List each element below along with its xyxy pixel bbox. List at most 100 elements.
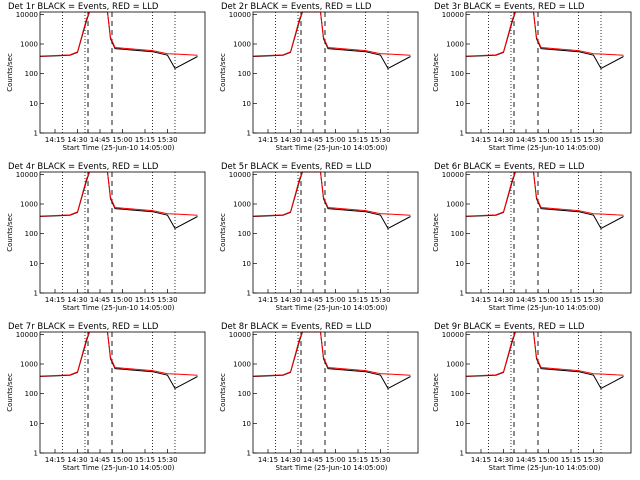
x-tick-label: 15:30 [370, 296, 390, 304]
y-axis-label: Counts/sec [6, 373, 14, 412]
x-tick-label: 15:00 [325, 136, 345, 144]
series-events-line [252, 171, 411, 230]
y-tick-label: 10 [29, 260, 38, 268]
series-events-line [465, 331, 624, 390]
y-tick-label: 10000 [442, 171, 464, 179]
y-tick-label: 1000 [233, 41, 251, 49]
x-tick-label: 15:15 [348, 456, 368, 464]
plot-frame [252, 331, 419, 454]
y-axis-label: Counts/sec [432, 373, 440, 412]
y-tick-label: 10000 [442, 11, 464, 19]
y-tick-label: 10000 [16, 171, 38, 179]
y-tick-label: 100 [238, 390, 251, 398]
x-tick-label: 15:00 [112, 136, 132, 144]
y-tick-label: 100 [238, 230, 251, 238]
plot-frame [252, 171, 419, 294]
y-axis-label: Counts/sec [6, 213, 14, 252]
x-axis-label: Start Time (25-Jun-10 14:05:00) [276, 464, 388, 472]
plot-frame [39, 11, 206, 134]
plot-frame [465, 331, 632, 454]
x-tick-label: 14:15 [471, 136, 491, 144]
series-lld-line [39, 331, 198, 377]
chart-panel: Det 9r BLACK = Events, RED = LLD 1 10 100 10… [426, 320, 639, 480]
x-axis-label: Start Time (25-Jun-10 14:05:00) [63, 144, 175, 152]
x-tick-label: 14:30 [67, 296, 87, 304]
y-tick-label: 10000 [16, 11, 38, 19]
series-events-line [252, 11, 411, 70]
chart-panel: Det 4r BLACK = Events, RED = LLD 1 10 100 10… [0, 160, 213, 320]
y-axis-label: Counts/sec [219, 53, 227, 92]
x-tick-label: 15:30 [370, 136, 390, 144]
series-events-line [39, 331, 198, 390]
x-tick-label: 14:30 [67, 136, 87, 144]
x-tick-label: 15:15 [348, 296, 368, 304]
x-tick-label: 14:45 [516, 296, 536, 304]
x-tick-label: 14:30 [493, 296, 513, 304]
y-tick-label: 10000 [229, 171, 251, 179]
y-tick-label: 1000 [446, 41, 464, 49]
chart-svg: Det 6r BLACK = Events, RED = LLD 1 10 100 10… [432, 162, 632, 312]
y-tick-label: 10 [455, 260, 464, 268]
chart-svg: Det 3r BLACK = Events, RED = LLD 1 10 100 10… [432, 2, 632, 152]
x-tick-label: 14:30 [67, 456, 87, 464]
y-tick-label: 1000 [20, 361, 38, 369]
x-tick-label: 14:45 [90, 136, 110, 144]
x-tick-label: 14:15 [258, 456, 278, 464]
x-tick-label: 15:30 [157, 456, 177, 464]
x-tick-label: 14:45 [303, 136, 323, 144]
y-tick-label: 10 [242, 260, 251, 268]
chart-title: Det 6r BLACK = Events, RED = LLD [434, 162, 585, 172]
y-tick-label: 100 [25, 390, 38, 398]
y-tick-label: 1 [34, 290, 38, 298]
y-tick-label: 1000 [233, 361, 251, 369]
series-lld-line [252, 11, 411, 57]
y-tick-label: 1000 [233, 201, 251, 209]
y-axis-label: Counts/sec [6, 53, 14, 92]
y-tick-label: 10000 [16, 331, 38, 339]
x-tick-label: 15:15 [135, 456, 155, 464]
x-axis-label: Start Time (25-Jun-10 14:05:00) [276, 144, 388, 152]
chart-svg: Det 7r BLACK = Events, RED = LLD 1 10 100 10… [6, 322, 206, 472]
chart-svg: Det 2r BLACK = Events, RED = LLD 1 10 100 10… [219, 2, 419, 152]
y-tick-label: 1 [460, 450, 464, 458]
plot-frame [465, 11, 632, 134]
y-tick-label: 1000 [446, 361, 464, 369]
series-events-line [465, 171, 624, 230]
chart-title: Det 4r BLACK = Events, RED = LLD [8, 162, 159, 172]
x-tick-label: 14:15 [45, 456, 65, 464]
chart-panel: Det 5r BLACK = Events, RED = LLD 1 10 100 10… [213, 160, 426, 320]
x-tick-label: 15:15 [135, 296, 155, 304]
x-tick-label: 14:15 [258, 296, 278, 304]
series-lld-line [252, 331, 411, 377]
y-tick-label: 100 [451, 230, 464, 238]
x-tick-label: 15:30 [583, 296, 603, 304]
chart-panel: Det 3r BLACK = Events, RED = LLD 1 10 100 10… [426, 0, 639, 160]
x-tick-label: 15:15 [561, 296, 581, 304]
chart-svg: Det 9r BLACK = Events, RED = LLD 1 10 100 10… [432, 322, 632, 472]
y-tick-label: 1 [34, 130, 38, 138]
x-tick-label: 15:15 [348, 136, 368, 144]
y-tick-label: 10 [455, 100, 464, 108]
x-tick-label: 14:45 [90, 456, 110, 464]
y-tick-label: 10000 [229, 331, 251, 339]
x-tick-label: 15:30 [583, 456, 603, 464]
y-tick-label: 1 [247, 290, 251, 298]
series-events-line [39, 171, 198, 230]
x-tick-label: 14:15 [471, 296, 491, 304]
x-tick-label: 14:30 [493, 456, 513, 464]
y-tick-label: 1 [34, 450, 38, 458]
x-tick-label: 15:30 [157, 136, 177, 144]
x-tick-label: 14:45 [90, 296, 110, 304]
x-tick-label: 15:30 [583, 136, 603, 144]
chart-panel: Det 1r BLACK = Events, RED = LLD 1 10 100 10… [0, 0, 213, 160]
x-tick-label: 14:30 [280, 456, 300, 464]
x-tick-label: 14:30 [280, 296, 300, 304]
plot-frame [465, 171, 632, 294]
chart-panel: Det 2r BLACK = Events, RED = LLD 1 10 100 10… [213, 0, 426, 160]
series-events-line [465, 11, 624, 70]
chart-panel: Det 7r BLACK = Events, RED = LLD 1 10 100 10… [0, 320, 213, 480]
chart-svg: Det 1r BLACK = Events, RED = LLD 1 10 100 10… [6, 2, 206, 152]
y-tick-label: 1 [247, 130, 251, 138]
plot-frame [39, 331, 206, 454]
